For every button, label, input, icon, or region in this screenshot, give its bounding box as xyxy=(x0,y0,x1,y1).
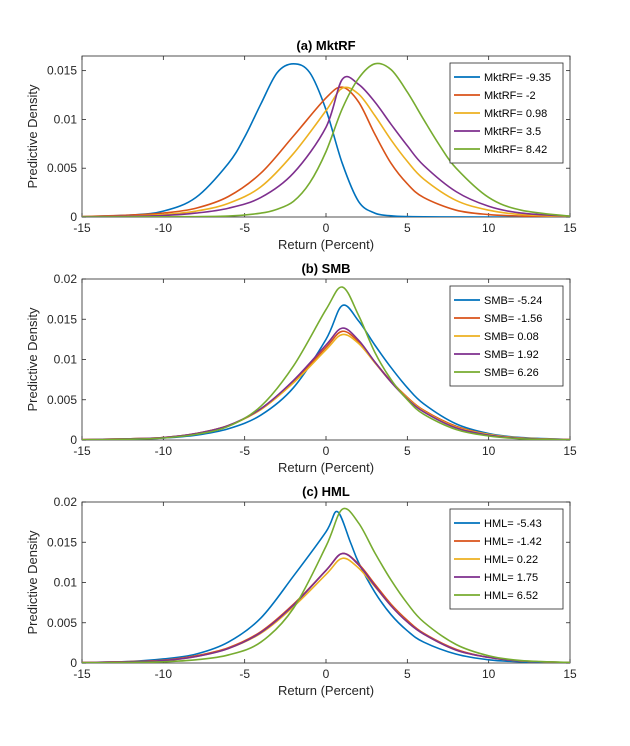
y-tick-label: 0.015 xyxy=(47,535,77,549)
y-tick-label: 0.02 xyxy=(54,272,78,286)
legend-entry-label: MktRF= 0.98 xyxy=(484,108,547,120)
x-tick-label: 5 xyxy=(404,221,411,235)
x-tick-label: 5 xyxy=(404,667,411,681)
x-tick-label: 10 xyxy=(482,221,496,235)
x-axis-label: Return (Percent) xyxy=(278,683,374,698)
x-tick-label: 0 xyxy=(323,221,330,235)
y-tick-label: 0 xyxy=(70,433,77,447)
y-tick-label: 0.005 xyxy=(47,393,77,407)
x-tick-label: -5 xyxy=(239,221,250,235)
x-tick-label: -5 xyxy=(239,444,250,458)
legend-entry-label: MktRF= -2 xyxy=(484,90,536,102)
y-tick-label: 0.015 xyxy=(47,312,77,326)
series-line-3 xyxy=(82,552,570,663)
x-tick-label: -10 xyxy=(155,221,173,235)
y-tick-label: 0.015 xyxy=(47,64,77,78)
x-tick-label: 15 xyxy=(563,667,577,681)
x-tick-label: 15 xyxy=(563,221,577,235)
y-tick-label: 0.02 xyxy=(54,495,78,509)
legend-entry-label: HML= 6.52 xyxy=(484,590,538,602)
series-line-0 xyxy=(82,510,570,663)
legend-entry-label: MktRF= 8.42 xyxy=(484,144,547,156)
y-tick-label: 0 xyxy=(70,656,77,670)
legend: MktRF= -9.35 MktRF= -2 MktRF= 0.98 MktRF= 3… xyxy=(449,62,564,164)
y-tick-label: 0.01 xyxy=(54,112,78,126)
x-tick-label: 10 xyxy=(482,667,496,681)
legend-entry-label: HML= 0.22 xyxy=(484,554,538,566)
x-tick-label: -15 xyxy=(73,221,91,235)
x-tick-label: 10 xyxy=(482,444,496,458)
legend-entry-label: SMB= -5.24 xyxy=(484,295,542,307)
y-tick-label: 0.01 xyxy=(54,353,78,367)
y-axis-label: Predictive Density xyxy=(25,530,40,635)
x-tick-label: 15 xyxy=(563,444,577,458)
x-tick-label: -10 xyxy=(155,667,173,681)
legend-entry-label: MktRF= -9.35 xyxy=(484,72,551,84)
series-line-3 xyxy=(82,75,570,217)
legend: HML= -5.43 HML= -1.42 HML= 0.22 HML= 1.75 HM… xyxy=(449,508,564,610)
legend-entry-label: SMB= 0.08 xyxy=(484,331,539,343)
legend-entry-label: HML= -1.42 xyxy=(484,536,542,548)
chart-title: (c) HML xyxy=(302,484,350,499)
y-tick-label: 0.005 xyxy=(47,161,77,175)
legend-entry-label: SMB= -1.56 xyxy=(484,313,542,325)
y-tick-label: 0 xyxy=(70,210,77,224)
x-axis-label: Return (Percent) xyxy=(278,237,374,252)
x-tick-label: 0 xyxy=(323,444,330,458)
x-tick-label: -15 xyxy=(73,444,91,458)
legend-entry-label: HML= -5.43 xyxy=(484,518,542,530)
series-line-0 xyxy=(82,63,570,217)
legend-entry-label: SMB= 1.92 xyxy=(484,349,539,361)
series-line-2 xyxy=(82,86,570,217)
y-axis-label: Predictive Density xyxy=(25,307,40,412)
y-axis-label: Predictive Density xyxy=(25,84,40,189)
chart-title: (a) MktRF xyxy=(296,38,355,53)
legend-entry-label: MktRF= 3.5 xyxy=(484,126,541,138)
legend-entry-label: HML= 1.75 xyxy=(484,572,538,584)
series-line-4 xyxy=(82,62,570,217)
x-tick-label: 5 xyxy=(404,444,411,458)
x-tick-label: 0 xyxy=(323,667,330,681)
x-tick-label: -10 xyxy=(155,444,173,458)
y-tick-label: 0.005 xyxy=(47,616,77,630)
chart-title: (b) SMB xyxy=(301,261,350,276)
series-line-4 xyxy=(82,507,570,663)
y-tick-label: 0.01 xyxy=(54,576,78,590)
chart-panel-1: -15 -10 -5 0 5 10 15 0 0.005 0.01 0.015 0.02 (b) SMB… xyxy=(25,261,577,475)
chart-panel-2: -15 -10 -5 0 5 10 15 0 0.005 0.01 0.015 0.02 (c) HML… xyxy=(25,484,577,698)
legend-entry-label: SMB= 6.26 xyxy=(484,367,539,379)
x-tick-label: -5 xyxy=(239,667,250,681)
x-axis-label: Return (Percent) xyxy=(278,460,374,475)
legend: SMB= -5.24 SMB= -1.56 SMB= 0.08 SMB= 1.92 SM… xyxy=(449,285,564,387)
chart-panel-0: -15 -10 -5 0 5 10 15 0 0.005 0.01 0.015 (a) MktRF Re… xyxy=(25,38,577,252)
x-tick-label: -15 xyxy=(73,667,91,681)
series-line-4 xyxy=(82,286,570,440)
